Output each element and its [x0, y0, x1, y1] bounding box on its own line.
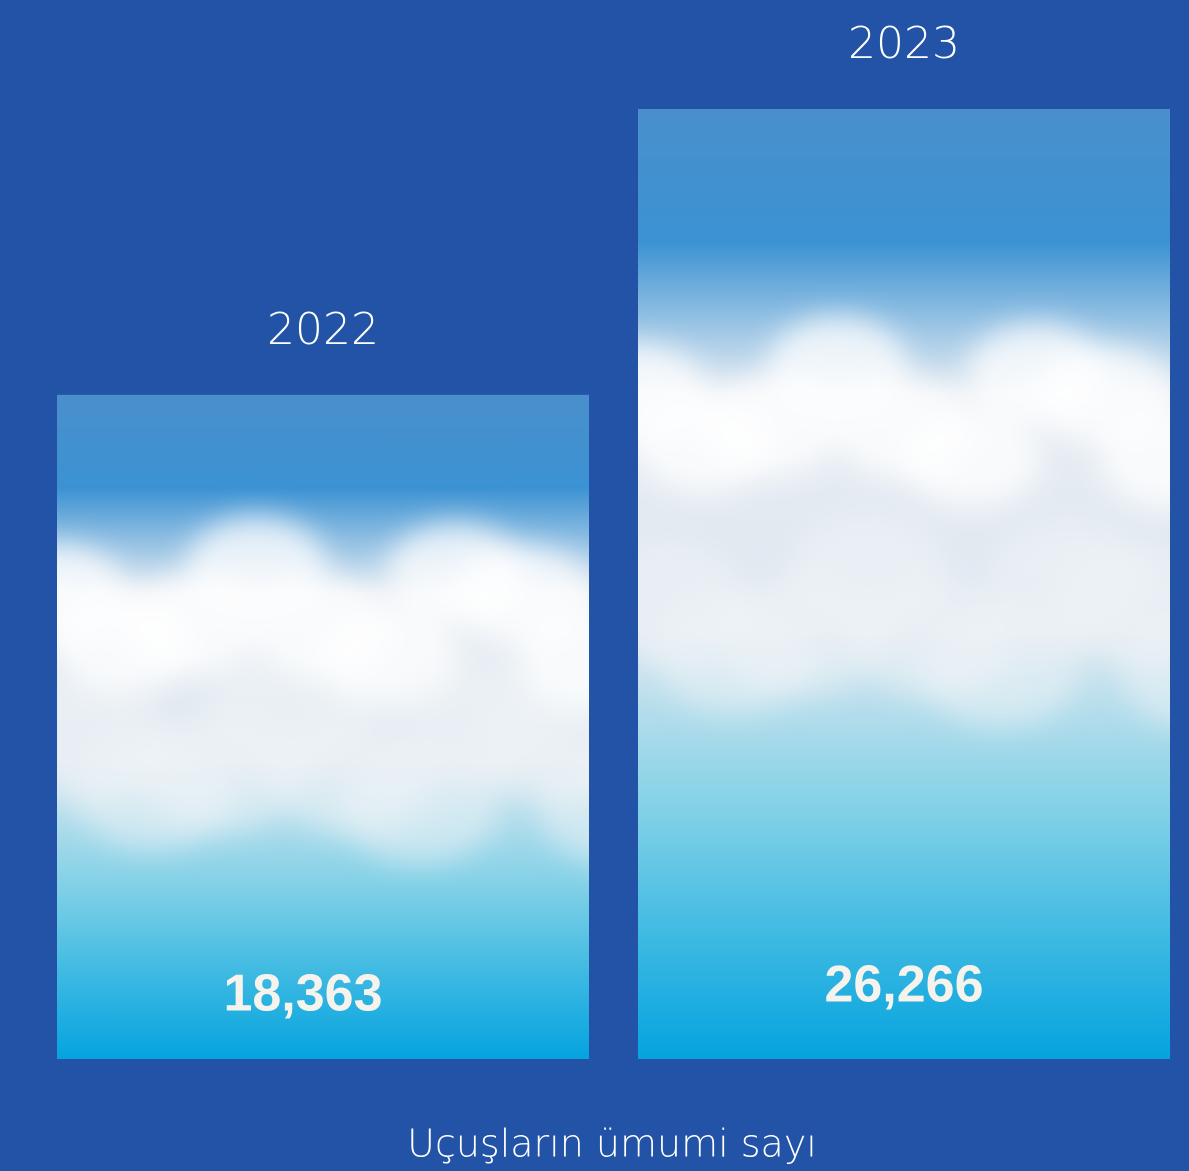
- value-label: 18,363: [223, 965, 382, 1023]
- x-axis-label: Uçuşların ümumi sayı: [407, 1122, 817, 1166]
- page: Uçuşların ümumi sayı 2022 18,363 2023 26,26…: [0, 0, 1189, 1171]
- cloud-puff: [901, 408, 1041, 508]
- value-label: 26,266: [824, 956, 983, 1014]
- chart: Uçuşların ümumi sayı 2022 18,363 2023 26,26…: [0, 0, 1189, 1171]
- category-label: 2022: [267, 304, 379, 355]
- category-label: 2023: [848, 18, 960, 69]
